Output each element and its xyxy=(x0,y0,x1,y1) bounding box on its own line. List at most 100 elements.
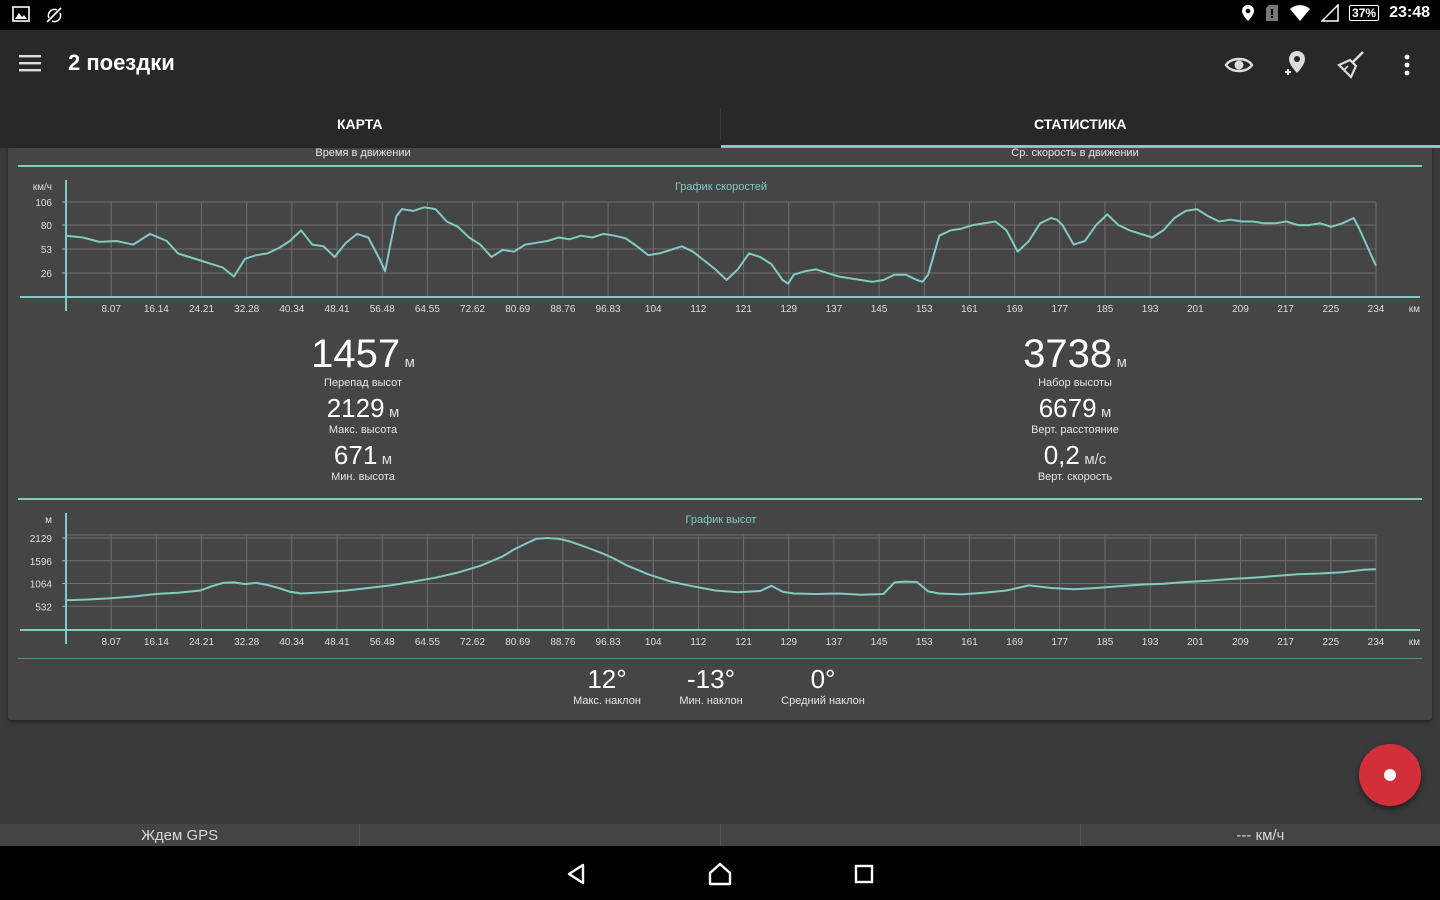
altitude-chart-x-tick-label: 8.07 xyxy=(101,637,121,648)
more-vertical-icon xyxy=(1404,54,1410,76)
status-bar: 37% 23:48 xyxy=(0,0,1440,30)
min-altitude-value: 671 xyxy=(333,440,378,470)
tab-map[interactable]: КАРТА xyxy=(336,116,383,132)
vertical-speed-unit: м/с xyxy=(1084,451,1107,468)
speed-chart-x-tick-label: 209 xyxy=(1232,304,1249,315)
speed-chart-x-tick-label: 161 xyxy=(961,304,978,315)
elevation-gain-stat: 3738 м xyxy=(875,332,1275,377)
vertical-speed-label: Верт. скорость xyxy=(1037,471,1113,483)
min-altitude-stat: 671 м xyxy=(163,440,563,471)
altitude-chart-x-tick-label: 112 xyxy=(690,637,706,648)
elevation-gain-label: Набор высоты xyxy=(1038,377,1112,389)
speed-chart-x-tick-label: 80.69 xyxy=(505,304,530,315)
altitude-chart-x-tick-label: 153 xyxy=(916,637,933,648)
altitude-chart-x-tick-label: 64.55 xyxy=(415,637,440,648)
square-icon xyxy=(854,864,874,884)
divider xyxy=(18,658,1422,659)
speed-chart-x-tick-label: 225 xyxy=(1322,304,1339,315)
navigation-bar xyxy=(0,846,1440,900)
altitude-chart-x-tick-label: 161 xyxy=(961,637,978,648)
speed-chart-x-tick-label: 48.41 xyxy=(325,304,350,315)
altitude-chart-x-tick-label: 185 xyxy=(1097,637,1114,648)
menu-button[interactable] xyxy=(18,52,46,78)
altitude-chart-x-tick-label: 169 xyxy=(1006,637,1023,648)
altitude-chart-ylabel: м xyxy=(45,515,52,526)
speed-chart-x-tick-label: 32.28 xyxy=(234,304,259,315)
max-tilt-value: 12° xyxy=(587,664,627,694)
speed-chart-x-tick-label: 24.21 xyxy=(189,304,214,315)
vertical-speed-value: 0,2 xyxy=(1043,440,1080,470)
speed-chart-x-tick-label: 145 xyxy=(871,304,888,315)
speed-chart-x-tick-label: 121 xyxy=(735,304,752,315)
tab-divider xyxy=(719,108,721,140)
speed-chart-x-tick-label: 185 xyxy=(1097,304,1114,315)
speed-chart-y-tick-label: 80 xyxy=(41,221,53,232)
altitude-chart-x-tick-label: 88.76 xyxy=(550,637,575,648)
speed-chart-x-tick-label: 201 xyxy=(1187,304,1204,315)
speed-chart-x-tick-label: 88.76 xyxy=(550,304,575,315)
clear-button[interactable] xyxy=(1330,44,1372,86)
altitude-chart-x-tick-label: 80.69 xyxy=(505,637,530,648)
speed-chart-ylabel: км/ч xyxy=(33,182,52,193)
speed-chart-x-tick-label: 177 xyxy=(1051,304,1068,315)
overflow-menu-button[interactable] xyxy=(1386,44,1428,86)
altitude-chart-x-tick-label: 121 xyxy=(735,637,752,648)
max-tilt-stat: 12° Макс. наклон xyxy=(573,664,641,707)
sim-card-icon xyxy=(1266,5,1279,21)
sync-off-icon xyxy=(46,7,62,23)
speed-chart-x-tick-label: 169 xyxy=(1006,304,1023,315)
altitude-chart-x-tick-label: 24.21 xyxy=(189,637,214,648)
altitude-chart-x-tick-label: 209 xyxy=(1232,637,1249,648)
altitude-chart-series-line xyxy=(65,537,1377,602)
speed-chart-x-tick-label: 40.34 xyxy=(279,304,304,315)
max-tilt-label: Макс. наклон xyxy=(573,695,641,707)
home-button[interactable] xyxy=(706,860,734,888)
tab-bar: КАРТА СТАТИСТИКА xyxy=(0,100,1440,148)
altitude-chart: График высот м 8.07 16.14 24.21 32.28 40.34 48.… xyxy=(20,513,1420,648)
vertical-distance-stat: 6679 м xyxy=(875,393,1275,424)
max-altitude-unit: м xyxy=(388,404,400,421)
visibility-button[interactable] xyxy=(1218,44,1260,86)
speed-chart-x-tick-label: 217 xyxy=(1277,304,1294,315)
speed-chart-x-tick-label: 234 xyxy=(1368,304,1385,315)
record-button[interactable] xyxy=(1359,744,1421,806)
speed-chart-x-tick-label: 56.48 xyxy=(370,304,395,315)
tab-statistics[interactable]: СТАТИСТИКА xyxy=(720,100,1440,148)
altitude-chart-x-tick-label: 56.48 xyxy=(370,637,395,648)
info-slot xyxy=(721,824,1081,846)
elevation-diff-stat: 1457 м xyxy=(163,332,563,377)
altitude-chart-x-tick-label: 129 xyxy=(780,637,797,648)
altitude-chart-x-tick-label: 225 xyxy=(1322,637,1339,648)
avg-tilt-value: 0° xyxy=(810,664,836,694)
broom-icon xyxy=(1337,51,1364,79)
altitude-chart-x-tick-label: 96.83 xyxy=(596,637,621,648)
speed-chart-x-tick-label: 153 xyxy=(916,304,933,315)
altitude-chart-x-tick-label: 137 xyxy=(826,637,843,648)
speed-chart-x-tick-label: 137 xyxy=(826,304,843,315)
add-location-icon xyxy=(1285,51,1305,75)
back-button[interactable] xyxy=(563,860,591,888)
divider xyxy=(18,498,1422,500)
altitude-chart-x-tick-label: 40.34 xyxy=(279,637,304,648)
vertical-distance-label: Верт. расстояние xyxy=(1031,424,1119,436)
altitude-chart-xlabel: км xyxy=(1409,637,1420,648)
min-altitude-label: Мин. высота xyxy=(331,471,395,483)
add-waypoint-button[interactable] xyxy=(1274,44,1316,86)
recents-button[interactable] xyxy=(850,860,878,888)
altitude-chart-x-tick-label: 104 xyxy=(645,637,662,648)
vertical-distance-unit: м xyxy=(1100,404,1112,421)
min-tilt-label: Мин. наклон xyxy=(679,695,743,707)
altitude-chart-x-tick-label: 234 xyxy=(1368,637,1385,648)
speed-chart-x-tick-label: 72.62 xyxy=(460,304,485,315)
altitude-chart-x-tick-label: 48.41 xyxy=(325,637,350,648)
altitude-chart-x-tick-label: 32.28 xyxy=(234,637,259,648)
speed-chart-x-tick-label: 193 xyxy=(1142,304,1159,315)
speed-chart-y-tick-label: 53 xyxy=(41,245,53,256)
altitude-chart-y-tick-label: 2129 xyxy=(30,534,53,545)
altitude-chart-x-tick-label: 145 xyxy=(871,637,888,648)
elevation-gain-value: 3738 xyxy=(1023,332,1113,376)
altitude-chart-x-tick-label: 193 xyxy=(1142,637,1159,648)
max-altitude-stat: 2129 м xyxy=(163,393,563,424)
hamburger-icon xyxy=(19,55,41,72)
speed-chart-title: График скоростей xyxy=(675,181,767,193)
